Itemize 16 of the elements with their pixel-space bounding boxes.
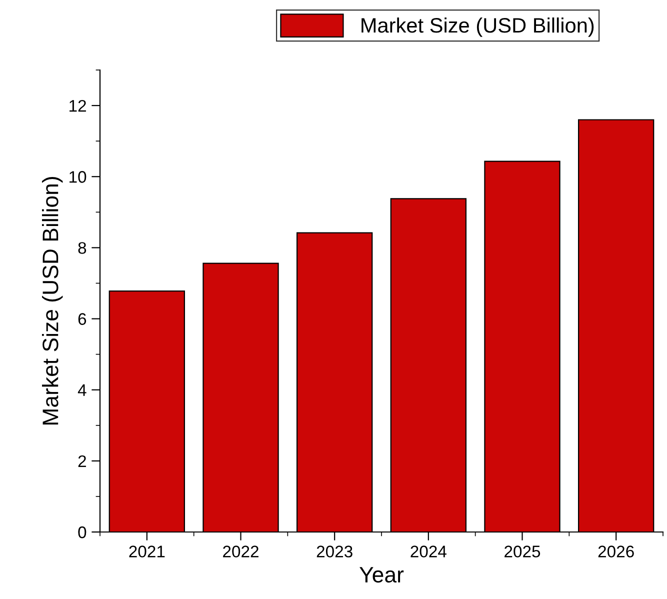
x-axis-title: Year bbox=[360, 567, 404, 583]
y-axis-title: Market Size (USD Billion) bbox=[42, 177, 63, 425]
x-tick-label: 2026 bbox=[598, 546, 634, 558]
x-tick-label: 2023 bbox=[316, 546, 352, 558]
y-tick-label: 6 bbox=[78, 313, 86, 325]
y-tick-label: 8 bbox=[78, 242, 86, 254]
y-tick-label: 0 bbox=[78, 526, 86, 538]
x-tick-label: 2024 bbox=[410, 546, 446, 558]
x-tick-label: 2022 bbox=[223, 546, 258, 558]
x-tick-label: 2021 bbox=[129, 546, 165, 558]
y-tick-label: 10 bbox=[70, 171, 86, 183]
y-tick-label: 4 bbox=[78, 384, 86, 396]
x-tick-label: 2025 bbox=[504, 546, 540, 558]
legend-label: Market Size (USD Billion) bbox=[362, 17, 594, 37]
y-tick-label: 12 bbox=[70, 100, 86, 112]
y-tick-label: 2 bbox=[78, 455, 86, 467]
